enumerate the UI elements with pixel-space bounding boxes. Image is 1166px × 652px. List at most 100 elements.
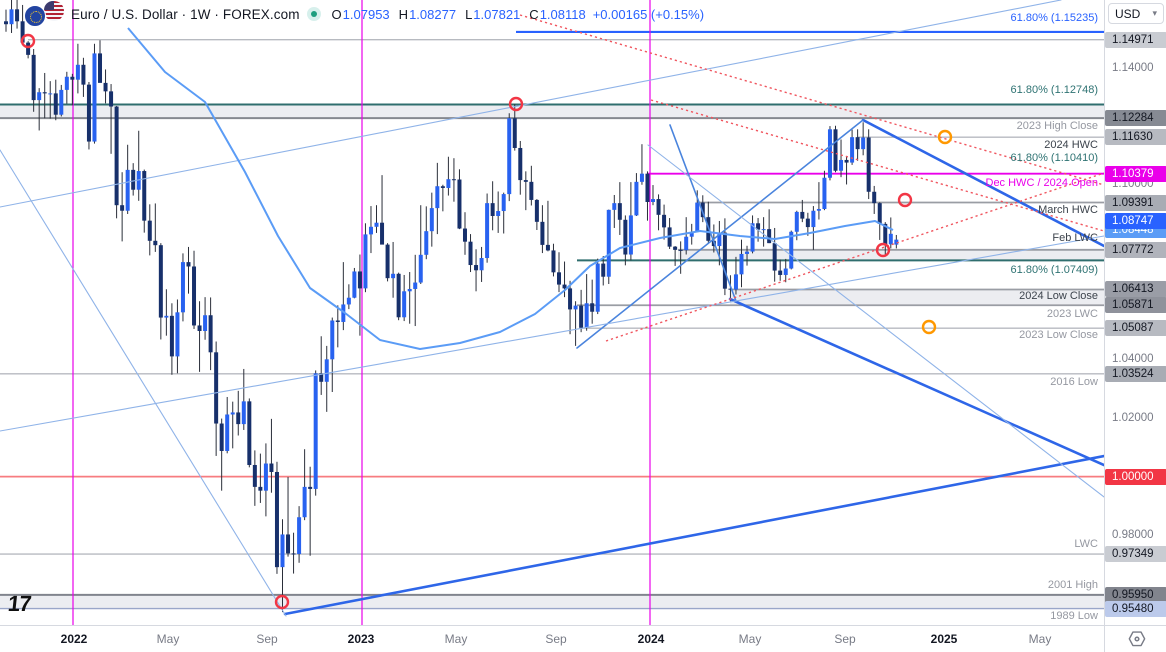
candle-body[interactable] [789, 231, 794, 269]
candle-body[interactable] [606, 209, 611, 277]
candle-body[interactable] [435, 186, 440, 209]
candle-body[interactable] [391, 273, 396, 279]
candle-body[interactable] [153, 240, 158, 246]
candle-body[interactable] [827, 129, 832, 178]
candle-body[interactable] [330, 320, 335, 360]
candle-body[interactable] [274, 471, 279, 568]
candle-body[interactable] [811, 210, 816, 228]
chart-plot-area[interactable]: 61.80% (1.15235) 61.80% (1.12748) 2023 Hig… [0, 0, 1104, 625]
time-axis[interactable]: 2022 May Sep 2023 May Sep 2024 May Sep 2025 May [0, 625, 1166, 652]
2021-high-marker[interactable] [20, 33, 36, 49]
candle-body[interactable] [319, 373, 324, 382]
candle-body[interactable] [53, 93, 58, 115]
price-axis[interactable]: USD ▾ 1.14000 1.10000 1.04000 1.02000 0.98000… [1104, 0, 1166, 625]
candle-body[interactable] [733, 274, 738, 290]
candle-body[interactable] [601, 263, 606, 277]
candle-body[interactable] [512, 118, 517, 148]
candle-body[interactable] [833, 129, 838, 171]
candle-body[interactable] [297, 517, 302, 555]
candle-body[interactable] [474, 265, 479, 271]
candle-body[interactable] [407, 288, 412, 292]
candle-body[interactable] [236, 412, 241, 425]
time-tick-label[interactable]: 2022 [60, 632, 88, 646]
candle-body[interactable] [557, 272, 561, 285]
candle-body[interactable] [197, 325, 202, 332]
candle-body[interactable] [374, 222, 379, 227]
candle-body[interactable] [529, 181, 534, 200]
candle-body[interactable] [772, 243, 777, 271]
2023-high-marker[interactable] [508, 96, 524, 112]
candle-body[interactable] [192, 266, 197, 326]
candle-body[interactable] [219, 423, 224, 451]
candle-body[interactable] [861, 137, 866, 150]
candle-body[interactable] [634, 181, 639, 216]
candle-body[interactable] [673, 246, 678, 250]
2023-low-close-marker[interactable] [921, 319, 937, 335]
candle-body[interactable] [180, 262, 185, 313]
candle-body[interactable] [186, 262, 191, 267]
candle-body[interactable] [203, 315, 208, 332]
candle-body[interactable] [850, 137, 855, 163]
candle-body[interactable] [324, 359, 329, 382]
candle-body[interactable] [805, 218, 810, 228]
candle-body[interactable] [451, 179, 456, 181]
dotted-projection-line[interactable] [650, 99, 1104, 232]
candle-body[interactable] [872, 191, 877, 204]
candle-body[interactable] [31, 54, 36, 101]
candle-body[interactable] [800, 211, 805, 219]
candle-body[interactable] [894, 239, 899, 245]
candle-body[interactable] [883, 223, 888, 245]
candle-body[interactable] [142, 171, 147, 221]
trend-line[interactable] [283, 454, 1104, 616]
candle-body[interactable] [562, 284, 567, 289]
candle-body[interactable] [656, 199, 661, 215]
candle-body[interactable] [291, 553, 296, 555]
candle-body[interactable] [280, 534, 285, 568]
candle-body[interactable] [164, 315, 169, 318]
candle-body[interactable] [346, 297, 351, 305]
time-tick-label[interactable]: 2023 [347, 632, 375, 646]
candle-body[interactable] [269, 463, 274, 472]
candle-body[interactable] [308, 486, 313, 489]
candle-body[interactable] [368, 226, 373, 235]
candle-body[interactable] [385, 244, 390, 279]
candle-body[interactable] [767, 229, 772, 244]
candle-body[interactable] [263, 463, 268, 491]
currency-dropdown[interactable]: USD ▾ [1108, 3, 1164, 24]
candle-body[interactable] [534, 199, 539, 222]
candle-body[interactable] [518, 147, 523, 181]
march-hwc-marker[interactable] [897, 192, 913, 208]
candle-body[interactable] [507, 118, 512, 195]
candle-body[interactable] [645, 173, 650, 202]
candle-body[interactable] [695, 202, 700, 233]
candle-body[interactable] [595, 263, 600, 312]
candle-body[interactable] [48, 93, 53, 95]
candle-body[interactable] [756, 223, 761, 230]
candle-body[interactable] [496, 211, 501, 216]
candle-body[interactable] [651, 199, 656, 202]
candle-body[interactable] [457, 179, 462, 229]
candle-body[interactable] [418, 254, 423, 283]
candle-body[interactable] [468, 241, 473, 266]
candle-body[interactable] [479, 258, 484, 271]
candle-body[interactable] [59, 89, 64, 115]
moving-average-line[interactable] [127, 27, 894, 350]
candle-body[interactable] [335, 320, 340, 322]
candle-body[interactable] [628, 215, 633, 255]
candle-body[interactable] [623, 219, 628, 255]
candle-body[interactable] [413, 282, 418, 289]
candle-body[interactable] [689, 232, 694, 237]
candle-body[interactable] [81, 64, 86, 85]
candle-body[interactable] [839, 159, 844, 171]
time-tick-label[interactable]: May [1028, 632, 1052, 646]
candle-body[interactable] [252, 464, 257, 487]
candle-body[interactable] [147, 220, 152, 241]
candle-body[interactable] [816, 208, 821, 211]
trend-line[interactable] [861, 118, 1104, 248]
2024-hwc-marker[interactable] [937, 129, 953, 145]
candle-body[interactable] [4, 21, 8, 25]
candle-body[interactable] [722, 232, 727, 289]
candle-body[interactable] [778, 270, 783, 275]
candle-body[interactable] [214, 352, 219, 424]
candle-body[interactable] [822, 177, 827, 209]
